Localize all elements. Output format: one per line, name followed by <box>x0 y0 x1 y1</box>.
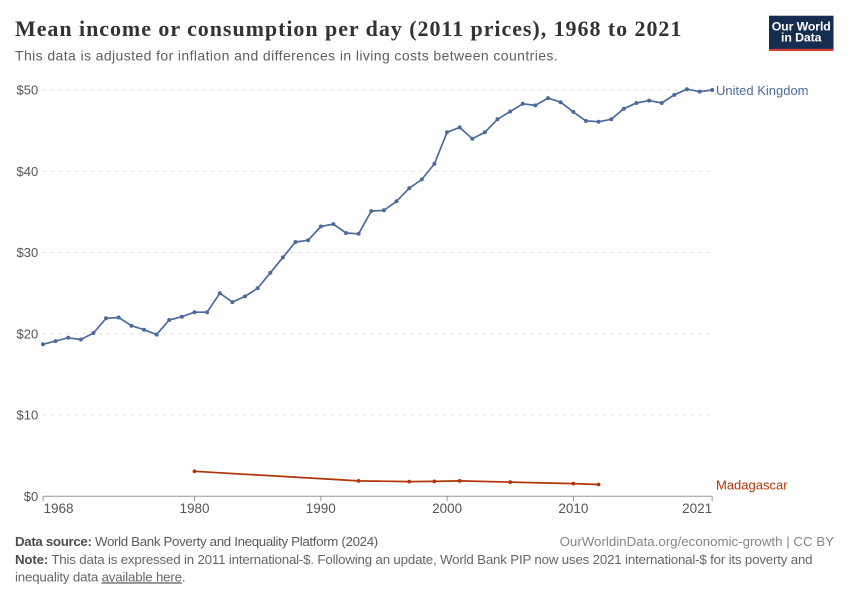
svg-text:$20: $20 <box>16 326 38 341</box>
svg-text:Our World: Our World <box>772 19 831 33</box>
svg-text:inequality data available here: inequality data available here. <box>15 569 185 584</box>
svg-text:1968: 1968 <box>44 501 74 516</box>
svg-text:2021: 2021 <box>682 501 712 516</box>
svg-text:United Kingdom: United Kingdom <box>716 83 809 98</box>
svg-text:$30: $30 <box>16 245 38 260</box>
svg-text:$10: $10 <box>16 408 38 423</box>
svg-text:OurWorldinData.org/economic-gr: OurWorldinData.org/economic-growth | CC … <box>560 534 835 549</box>
svg-text:This data is adjusted for infl: This data is adjusted for inflation and … <box>15 48 558 64</box>
svg-text:2000: 2000 <box>432 501 462 516</box>
svg-text:1990: 1990 <box>306 501 336 516</box>
svg-text:$50: $50 <box>16 83 38 98</box>
svg-text:Madagascar: Madagascar <box>716 477 788 492</box>
svg-text:Note: This data is expressed i: Note: This data is expressed in 2011 int… <box>15 552 812 567</box>
svg-text:Data source: World Bank Povert: Data source: World Bank Poverty and Ineq… <box>15 534 378 549</box>
svg-text:in Data: in Data <box>781 31 822 45</box>
svg-text:2010: 2010 <box>558 501 588 516</box>
svg-text:$40: $40 <box>16 164 38 179</box>
svg-text:$0: $0 <box>24 489 38 504</box>
svg-text:Mean income or consumption per: Mean income or consumption per day (2011… <box>15 16 682 41</box>
svg-text:1980: 1980 <box>179 501 209 516</box>
